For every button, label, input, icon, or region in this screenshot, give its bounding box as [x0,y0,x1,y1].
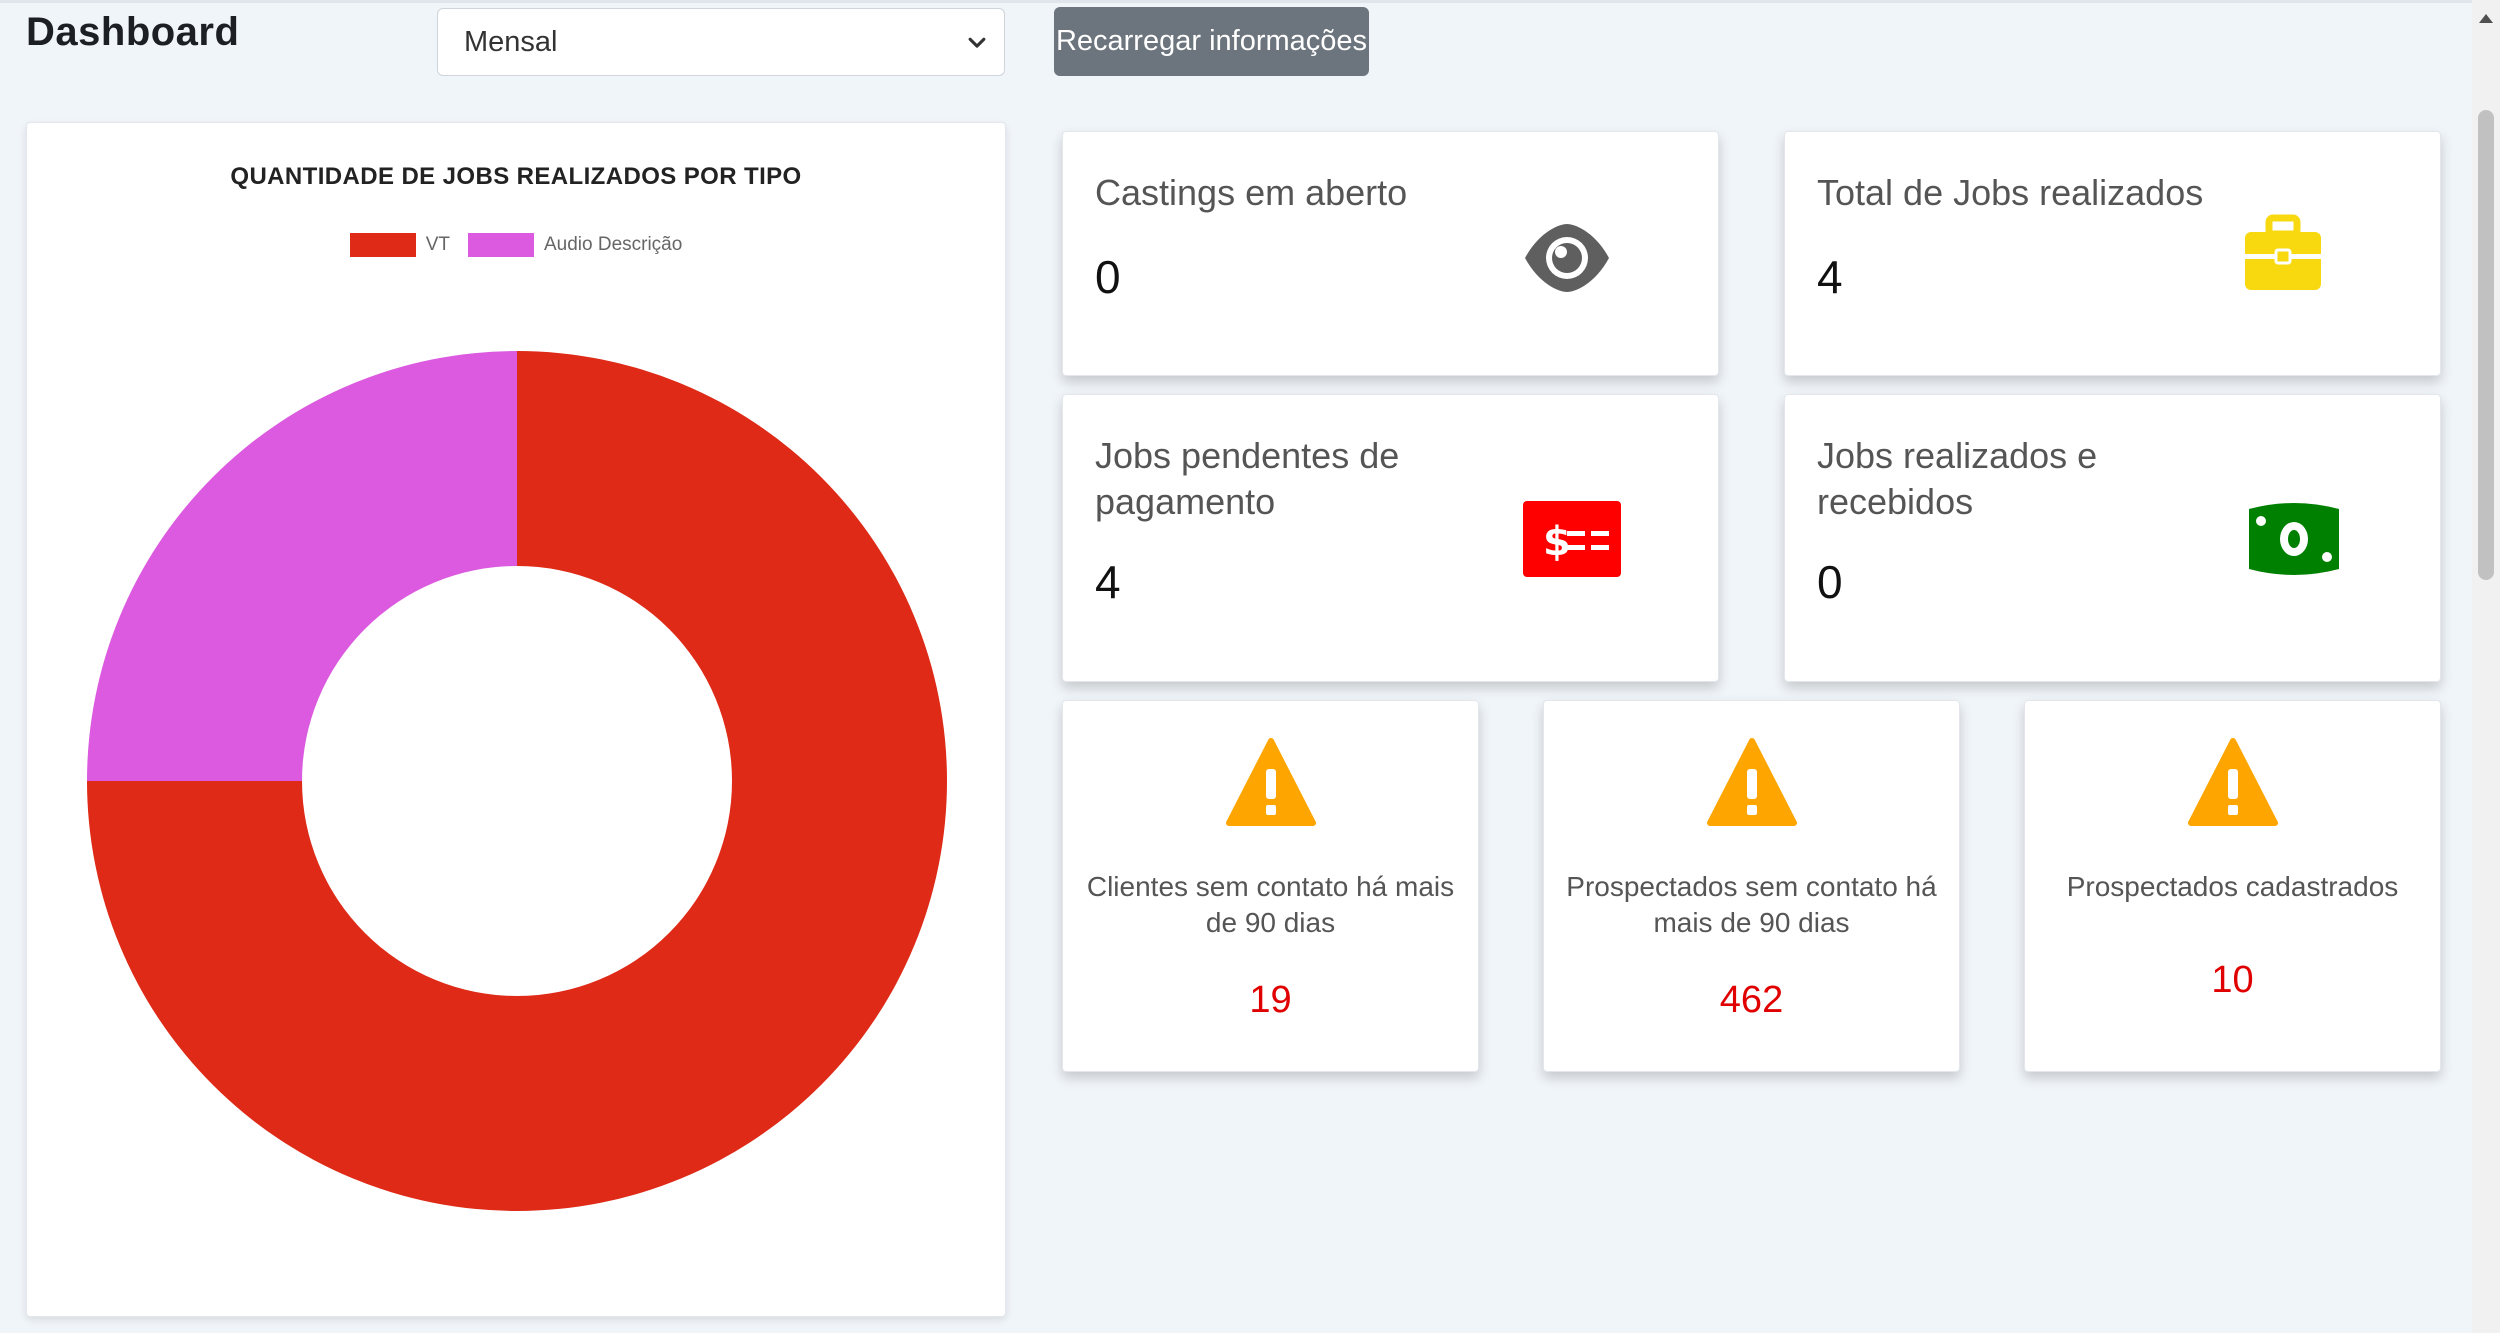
castings-value: 0 [1095,251,1121,303]
alert-value-clientes: 19 [1249,979,1292,1021]
alert-card-prospectados-cadastrados: Prospectados cadastrados 10 [2024,700,2441,1072]
scroll-up-arrow-icon[interactable] [2479,14,2493,23]
alert-text-prospectados-sem-contato: Prospectados sem contato há mais de 90 d… [1564,869,1939,941]
pending-jobs-title-line1: Jobs pendentes de [1095,435,1400,476]
received-jobs-value: 0 [1817,556,1843,608]
received-jobs-title-line1: Jobs realizados e [1817,435,2098,476]
alert-card-clientes: Clientes sem contato há mais de 90 dias … [1062,700,1479,1072]
total-jobs-title: Total de Jobs realizados [1817,172,2204,213]
money-bill-icon [2249,503,2339,575]
alert-text-clientes: Clientes sem contato há mais de 90 dias [1083,869,1458,941]
legend-item-vt[interactable]: VT [349,233,450,257]
legend-label-vt: VT [425,234,450,255]
svg-text:$: $ [1543,519,1571,565]
chart-title: QUANTIDADE DE JOBS REALIZADOS POR TIPO [230,163,802,190]
pending-jobs-title: Jobs pendentes de pagamento [1095,433,1399,525]
legend-swatch-audio-descricao [467,233,534,257]
eye-icon [1525,224,1609,292]
legend-label-audio-descricao: Audio Descrição [543,234,683,255]
alert-text-cadastrados-line1: Prospectados cadastrados [2066,871,2399,902]
alert-text-prospectados-cadastrados: Prospectados cadastrados [2045,869,2420,905]
alert-text-prospectados-line2: mais de 90 dias [1653,907,1850,938]
reload-button[interactable]: Recarregar informações [1054,7,1369,76]
chart-legend: VT Audio Descrição [27,233,1005,257]
period-select-value: Mensal [464,25,558,58]
legend-item-audio-descricao[interactable]: Audio Descrição [467,233,683,257]
alert-text-clientes-line2: de 90 dias [1205,907,1336,938]
alert-card-prospectados-sem-contato: Prospectados sem contato há mais de 90 d… [1543,700,1960,1072]
legend-swatch-vt [349,233,416,257]
alert-value-prospectados-cadastrados: 10 [2211,959,2254,1001]
total-jobs-value: 4 [1817,251,1843,303]
briefcase-icon [2245,214,2321,290]
page-scrollbar[interactable] [2472,0,2500,1333]
received-jobs-title: Jobs realizados e recebidos [1817,433,2097,525]
check-money-icon: $ [1523,501,1621,577]
donut-slice-audio-descri-o[interactable] [87,351,517,781]
total-jobs-card: Total de Jobs realizados 4 [1784,131,2441,376]
page-title: Dashboard [26,10,240,54]
donut-chart [87,351,947,1211]
chevron-down-icon [968,37,986,48]
top-border [0,0,2472,3]
pending-jobs-value: 4 [1095,556,1121,608]
received-jobs-card: Jobs realizados e recebidos 0 [1784,394,2441,682]
alert-text-clientes-line1: Clientes sem contato há mais [1086,871,1455,902]
received-jobs-title-line2: recebidos [1817,481,1974,522]
pending-jobs-card: Jobs pendentes de pagamento 4 $ [1062,394,1719,682]
warning-icon [2187,738,2278,826]
pending-jobs-title-line2: pagamento [1095,481,1276,522]
alert-value-prospectados-sem-contato: 462 [1719,979,1784,1021]
castings-card: Castings em aberto 0 [1062,131,1719,376]
period-select[interactable]: Mensal [437,8,1005,76]
donut-slice-vt[interactable] [87,351,947,1211]
warning-icon [1706,738,1797,826]
warning-icon [1225,738,1316,826]
castings-title: Castings em aberto [1095,172,1408,213]
jobs-by-type-chart-card: QUANTIDADE DE JOBS REALIZADOS POR TIPO V… [26,122,1006,1317]
alert-text-prospectados-line1: Prospectados sem contato há [1566,871,1937,902]
scrollbar-thumb[interactable] [2478,110,2494,580]
